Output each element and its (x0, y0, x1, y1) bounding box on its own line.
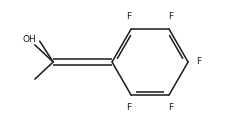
Text: OH: OH (22, 35, 36, 44)
Text: F: F (127, 103, 132, 112)
Text: F: F (196, 58, 201, 66)
Text: F: F (169, 12, 174, 21)
Text: F: F (127, 12, 132, 21)
Text: F: F (169, 103, 174, 112)
